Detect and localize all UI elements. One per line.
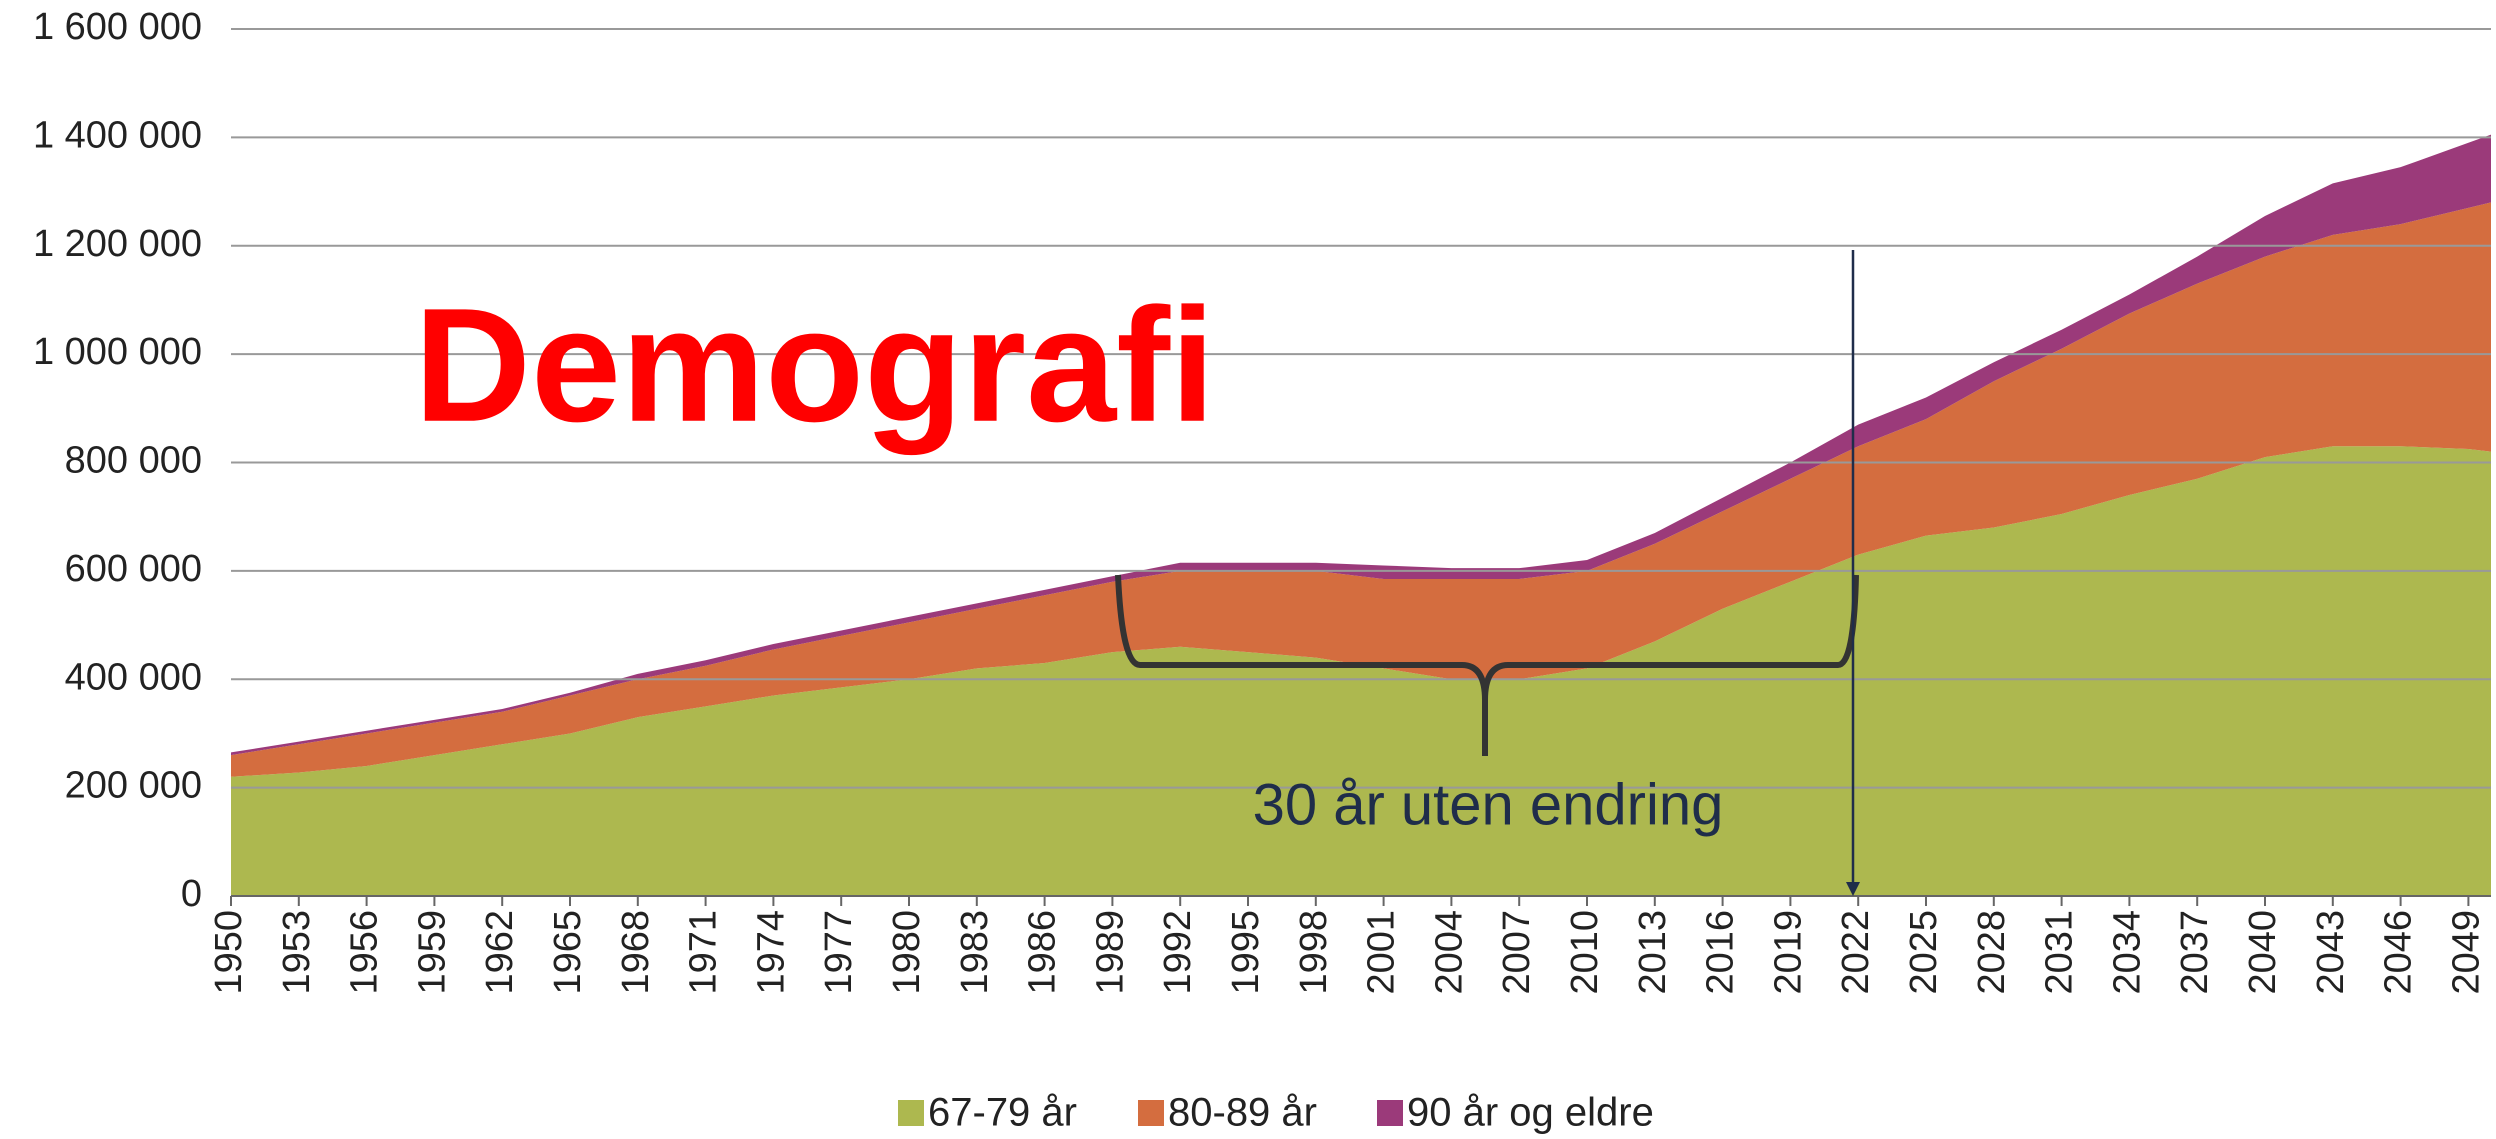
x-tick-label: 1977	[818, 910, 860, 995]
y-tick-label: 1 200 000	[33, 223, 202, 265]
area	[231, 202, 2491, 777]
x-tick-label: 2046	[2378, 910, 2420, 995]
x-tick-label: 1959	[411, 910, 453, 995]
x-tick-label: 1962	[479, 910, 521, 995]
y-tick-label: 200 000	[65, 765, 202, 807]
x-tick-label: 1992	[1157, 910, 1199, 995]
legend-swatch	[1138, 1100, 1164, 1126]
legend-label: 67-79 år	[928, 1091, 1077, 1135]
y-tick-label: 400 000	[65, 656, 202, 698]
x-tick-label: 1980	[886, 910, 928, 995]
legend-label: 90 år og eldre	[1407, 1091, 1654, 1135]
x-tick-label: 1983	[954, 910, 996, 995]
x-tick-label: 1968	[615, 910, 657, 995]
legend-swatch	[898, 1100, 924, 1126]
x-tick-label: 2043	[2310, 910, 2352, 995]
x-tick-label: 2013	[1632, 910, 1674, 995]
x-tick-label: 2028	[1971, 910, 2013, 995]
x-tick-label: 1998	[1293, 910, 1335, 995]
y-tick-label: 0	[181, 873, 202, 915]
x-tick-label: 2040	[2242, 910, 2284, 995]
annotation: 30 år uten endring	[1253, 772, 1724, 837]
y-tick-label: 1 400 000	[33, 114, 202, 156]
legend-label: 80-89 år	[1168, 1091, 1317, 1135]
x-tick-label: 2037	[2174, 910, 2216, 995]
area	[231, 446, 2491, 896]
x-tick-label: 1971	[683, 910, 725, 995]
x-tick-label: 2034	[2106, 910, 2148, 995]
x-tick-label: 1950	[208, 910, 250, 995]
x-tick-label: 2001	[1361, 910, 1403, 995]
grid	[230, 28, 2491, 906]
legend-swatch	[1377, 1100, 1403, 1126]
x-tick-label: 1995	[1225, 910, 1267, 995]
y-tick-label: 600 000	[65, 548, 202, 590]
x-tick-label: 2016	[1700, 910, 1742, 995]
arrow-head	[1846, 882, 1860, 896]
x-tick-label: 1953	[276, 910, 318, 995]
y-tick-label: 1 600 000	[33, 6, 202, 48]
x-tick-label: 2004	[1428, 910, 1470, 995]
x-tick-label: 2019	[1767, 910, 1809, 995]
x-tick-label: 2031	[2039, 910, 2081, 995]
y-tick-label: 800 000	[65, 440, 202, 482]
x-tick-label: 1989	[1089, 910, 1131, 995]
x-tick-label: 2010	[1564, 910, 1606, 995]
x-tick-label: 1956	[344, 910, 386, 995]
x-tick-label: 2007	[1496, 910, 1538, 995]
x-tick-label: 2049	[2445, 910, 2487, 995]
x-tick-label: 1974	[750, 910, 792, 995]
x-tick-label: 2025	[1903, 910, 1945, 995]
x-tick-label: 2022	[1835, 910, 1877, 995]
y-tick-label: 1 000 000	[33, 331, 202, 373]
x-tick-label: 1986	[1022, 910, 1064, 995]
chart-title: Demografi	[414, 275, 1215, 456]
areas	[231, 134, 2491, 896]
x-tick-label: 1965	[547, 910, 589, 995]
